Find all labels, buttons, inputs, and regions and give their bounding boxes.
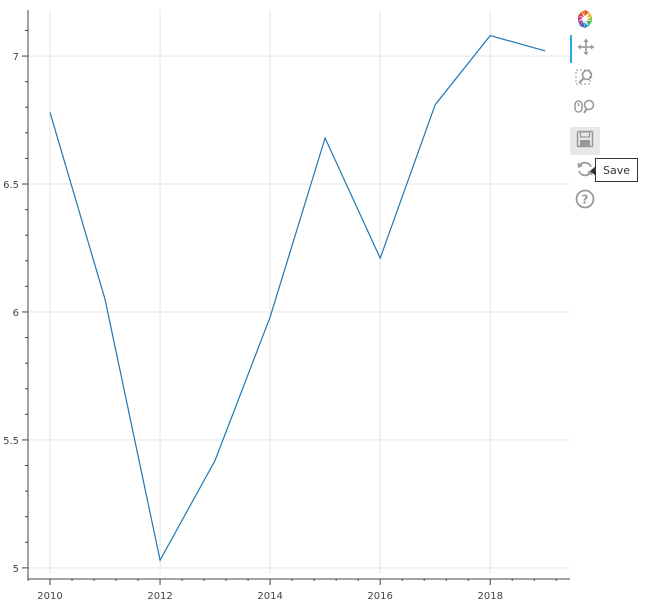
data-point: [544, 49, 547, 52]
x-tick-label: 2010: [37, 591, 62, 602]
y-tick-label: 6: [13, 308, 19, 319]
data-point: [489, 34, 492, 37]
svg-text:?: ?: [582, 193, 589, 207]
data-point: [104, 298, 107, 301]
grid-lines: [28, 10, 570, 573]
bokeh-logo-icon[interactable]: [570, 5, 600, 33]
data-point: [159, 559, 162, 562]
data-point: [434, 103, 437, 106]
wheel-zoom-tool-button[interactable]: [570, 95, 600, 123]
box-zoom-tool-button[interactable]: [570, 65, 600, 93]
x-tick-label: 2014: [257, 591, 282, 602]
box-zoom-icon: [575, 67, 595, 91]
series-line: [49, 34, 546, 562]
y-tick-label: 5.5: [3, 436, 19, 447]
move-arrows-icon: [577, 38, 595, 60]
help-icon: ?: [575, 189, 595, 213]
x-tick-label: 2012: [147, 591, 172, 602]
y-tick-label: 5: [13, 564, 19, 575]
axes: [27, 10, 570, 580]
x-tick-label: 2018: [477, 591, 502, 602]
save-icon: [576, 130, 594, 152]
y-axis-ticks: 5 5.5 6 6.5 7: [3, 29, 28, 575]
x-tick-label: 2016: [367, 591, 392, 602]
wheel-zoom-icon: [574, 97, 596, 121]
data-point: [49, 111, 52, 114]
data-point: [269, 316, 272, 319]
data-points: [49, 34, 547, 562]
data-point: [379, 257, 382, 260]
pan-tool-button[interactable]: [570, 35, 600, 63]
help-tool-button[interactable]: ?: [570, 187, 600, 215]
data-point: [214, 459, 217, 462]
data-point: [324, 136, 327, 139]
save-tooltip: Save: [589, 158, 639, 182]
x-axis-ticks: 2010 2012 2014 2016 2018: [27, 579, 557, 602]
y-tick-label: 6.5: [3, 180, 19, 191]
save-tool-button[interactable]: [570, 127, 600, 155]
y-tick-label: 7: [13, 52, 19, 63]
